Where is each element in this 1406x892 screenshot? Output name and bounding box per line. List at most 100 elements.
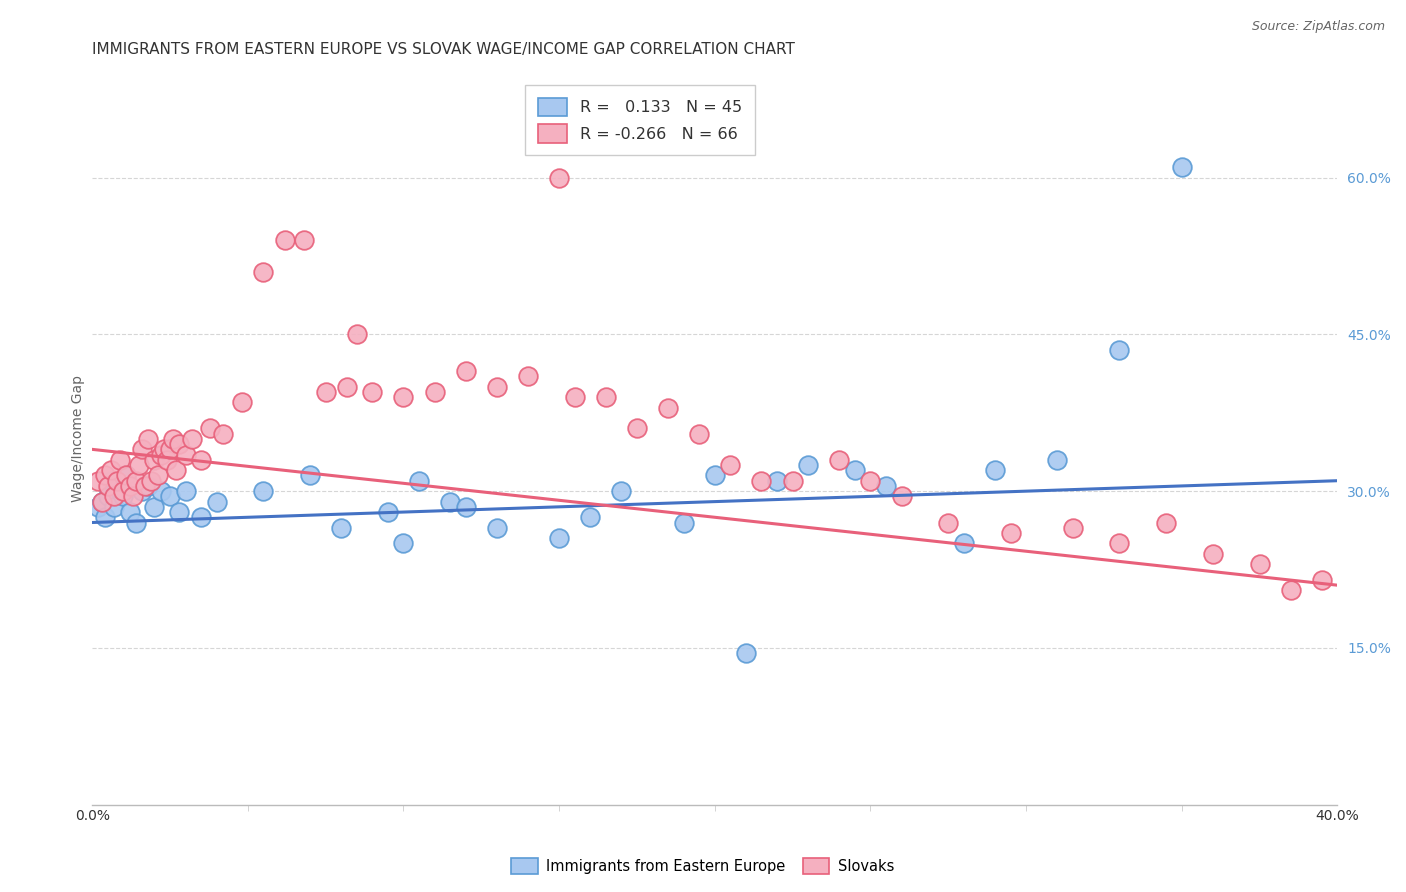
Point bbox=[112, 489, 135, 503]
Point bbox=[274, 233, 297, 247]
Point bbox=[231, 395, 253, 409]
Point bbox=[672, 516, 695, 530]
Point bbox=[87, 474, 110, 488]
Point bbox=[1202, 547, 1225, 561]
Legend: Immigrants from Eastern Europe, Slovaks: Immigrants from Eastern Europe, Slovaks bbox=[506, 852, 900, 880]
Point bbox=[1062, 521, 1084, 535]
Point bbox=[200, 421, 222, 435]
Point bbox=[1108, 536, 1130, 550]
Point bbox=[875, 479, 897, 493]
Point bbox=[93, 468, 115, 483]
Point bbox=[1310, 573, 1333, 587]
Point bbox=[485, 379, 508, 393]
Point bbox=[454, 500, 477, 514]
Point bbox=[252, 484, 274, 499]
Point bbox=[87, 500, 110, 514]
Point bbox=[1249, 558, 1271, 572]
Point bbox=[103, 500, 125, 514]
Text: Source: ZipAtlas.com: Source: ZipAtlas.com bbox=[1251, 20, 1385, 33]
Text: IMMIGRANTS FROM EASTERN EUROPE VS SLOVAK WAGE/INCOME GAP CORRELATION CHART: IMMIGRANTS FROM EASTERN EUROPE VS SLOVAK… bbox=[93, 42, 794, 57]
Point bbox=[718, 458, 741, 472]
Point bbox=[100, 463, 122, 477]
Point bbox=[149, 448, 172, 462]
Point bbox=[984, 463, 1007, 477]
Point bbox=[936, 516, 959, 530]
Point bbox=[149, 484, 172, 499]
Point bbox=[125, 474, 148, 488]
Point bbox=[115, 468, 138, 483]
Point bbox=[165, 463, 187, 477]
Point bbox=[1171, 160, 1194, 174]
Point bbox=[595, 390, 617, 404]
Point bbox=[146, 468, 169, 483]
Point bbox=[105, 479, 128, 493]
Point bbox=[131, 442, 153, 457]
Point bbox=[703, 468, 725, 483]
Point bbox=[454, 364, 477, 378]
Point bbox=[118, 479, 141, 493]
Point bbox=[152, 442, 174, 457]
Point bbox=[174, 448, 197, 462]
Point bbox=[890, 489, 912, 503]
Point bbox=[766, 474, 789, 488]
Point bbox=[108, 452, 131, 467]
Point bbox=[797, 458, 820, 472]
Point bbox=[180, 432, 202, 446]
Point bbox=[121, 489, 143, 503]
Point bbox=[190, 510, 212, 524]
Point bbox=[657, 401, 679, 415]
Point bbox=[579, 510, 602, 524]
Point bbox=[115, 468, 138, 483]
Point bbox=[336, 379, 359, 393]
Point bbox=[169, 437, 191, 451]
Point bbox=[131, 484, 153, 499]
Point bbox=[330, 521, 353, 535]
Point bbox=[97, 489, 120, 503]
Point bbox=[1046, 452, 1069, 467]
Point bbox=[610, 484, 633, 499]
Point bbox=[548, 531, 571, 545]
Point bbox=[159, 442, 181, 457]
Point bbox=[844, 463, 866, 477]
Point bbox=[174, 484, 197, 499]
Point bbox=[564, 390, 586, 404]
Point bbox=[828, 452, 851, 467]
Point bbox=[548, 170, 571, 185]
Point bbox=[252, 265, 274, 279]
Point bbox=[212, 426, 235, 441]
Legend: R =   0.133   N = 45, R = -0.266   N = 66: R = 0.133 N = 45, R = -0.266 N = 66 bbox=[526, 85, 755, 155]
Point bbox=[1108, 343, 1130, 357]
Point bbox=[159, 489, 181, 503]
Point bbox=[361, 384, 384, 399]
Point bbox=[105, 474, 128, 488]
Point bbox=[751, 474, 773, 488]
Point bbox=[125, 516, 148, 530]
Point bbox=[169, 505, 191, 519]
Point bbox=[485, 521, 508, 535]
Point bbox=[782, 474, 804, 488]
Point bbox=[205, 494, 228, 508]
Point bbox=[392, 390, 415, 404]
Point bbox=[346, 327, 368, 342]
Point bbox=[735, 646, 758, 660]
Point bbox=[517, 369, 540, 384]
Point bbox=[292, 233, 315, 247]
Point bbox=[156, 452, 179, 467]
Point bbox=[377, 505, 399, 519]
Point bbox=[97, 479, 120, 493]
Point bbox=[128, 458, 150, 472]
Point bbox=[190, 452, 212, 467]
Point bbox=[112, 484, 135, 499]
Point bbox=[143, 500, 166, 514]
Point bbox=[439, 494, 461, 508]
Point bbox=[953, 536, 976, 550]
Point bbox=[108, 484, 131, 499]
Point bbox=[162, 432, 184, 446]
Point bbox=[90, 494, 112, 508]
Point bbox=[141, 474, 163, 488]
Point bbox=[859, 474, 882, 488]
Point bbox=[1000, 525, 1022, 540]
Point bbox=[626, 421, 648, 435]
Point bbox=[408, 474, 430, 488]
Point bbox=[136, 432, 159, 446]
